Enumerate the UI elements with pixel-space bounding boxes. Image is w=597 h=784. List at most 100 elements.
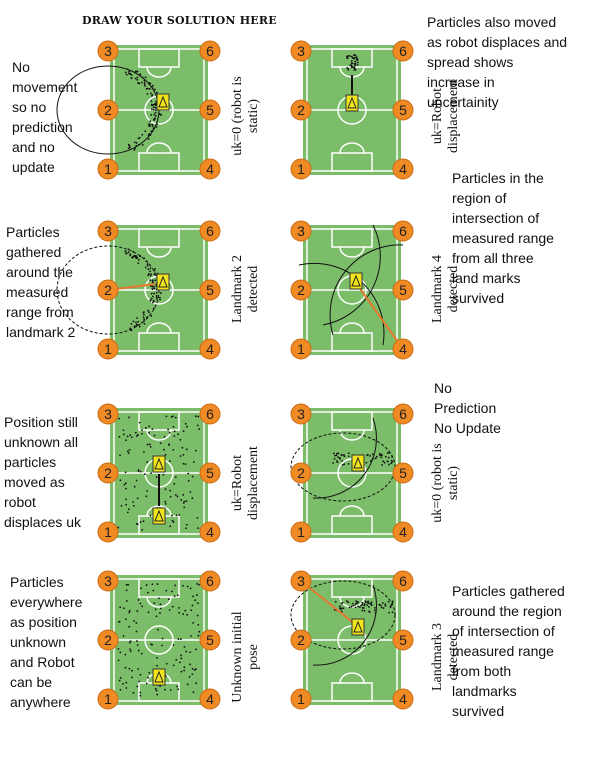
- landmark-4-label: 4: [206, 341, 214, 357]
- landmark-6-label: 6: [206, 43, 214, 59]
- particle: [149, 120, 152, 123]
- particle: [172, 664, 175, 667]
- particle: [348, 55, 351, 57]
- particle: [140, 652, 143, 655]
- particle: [131, 669, 133, 672]
- particle: [154, 109, 157, 112]
- particle: [349, 64, 352, 67]
- particle: [152, 128, 155, 130]
- particle: [159, 603, 162, 606]
- particle: [156, 583, 159, 585]
- particle: [340, 602, 343, 605]
- particle: [149, 92, 152, 95]
- particle: [154, 106, 157, 109]
- particle: [129, 254, 132, 257]
- particle: [119, 454, 121, 457]
- particle: [179, 638, 182, 641]
- landmark-1-label: 1: [104, 341, 112, 357]
- landmark-4-label: 4: [206, 691, 214, 707]
- particle: [341, 607, 343, 610]
- particle: [137, 649, 140, 652]
- particle: [124, 666, 127, 669]
- landmark-4-label: 4: [399, 341, 407, 357]
- particle: [149, 267, 152, 270]
- particle: [163, 448, 165, 451]
- particle: [354, 64, 357, 67]
- particle: [186, 613, 189, 616]
- particle: [159, 296, 161, 299]
- particle: [140, 81, 143, 84]
- particle: [347, 452, 350, 455]
- particle: [127, 251, 130, 254]
- particle: [337, 452, 340, 455]
- particle: [154, 111, 157, 114]
- landmark-4-marker: [392, 158, 414, 180]
- particle: [139, 691, 142, 694]
- particle: [366, 604, 369, 606]
- particle: [130, 436, 133, 439]
- particle: [148, 88, 151, 90]
- particle: [196, 614, 199, 617]
- particle: [353, 54, 356, 57]
- field-robot-displacement-1: 1 2 3 4 5 6: [97, 403, 221, 543]
- particle: [186, 425, 188, 428]
- particle: [354, 62, 357, 65]
- robot-heading: [158, 95, 168, 108]
- particle: [347, 462, 350, 465]
- particle: [172, 644, 175, 646]
- particle: [368, 606, 370, 608]
- goal-box-top: [331, 578, 373, 598]
- particle: [177, 688, 180, 691]
- particle: [341, 460, 344, 462]
- particle: [149, 279, 152, 282]
- particle: [133, 149, 136, 151]
- particle: [141, 143, 144, 146]
- particle: [129, 640, 132, 643]
- particle: [169, 460, 171, 463]
- particle: [129, 146, 131, 149]
- particle: [136, 78, 139, 81]
- particle: [155, 274, 157, 277]
- landmark-5-label: 5: [206, 282, 214, 298]
- field-unknown-pose: 1 2 3 4 5 6: [97, 570, 221, 710]
- particle: [169, 495, 172, 498]
- particle: [128, 508, 130, 510]
- landmark-4-label: 4: [399, 161, 407, 177]
- particle: [155, 296, 158, 299]
- particle: [378, 452, 381, 455]
- landmark-5-label: 5: [206, 632, 214, 648]
- particle: [137, 599, 140, 601]
- landmark-2-label: 2: [104, 465, 112, 481]
- particle: [172, 521, 175, 523]
- particle: [156, 123, 159, 126]
- particle: [176, 685, 179, 688]
- goal-arc-top: [339, 429, 365, 441]
- landmark-6-label: 6: [206, 406, 214, 422]
- particle: [124, 653, 127, 656]
- note-robot-displacement-1: Position still unknown all particles mov…: [4, 414, 82, 530]
- particle: [152, 589, 155, 592]
- particle: [180, 499, 183, 501]
- particle: [122, 635, 125, 637]
- landmark-4-marker: [392, 688, 414, 710]
- particle: [149, 299, 152, 302]
- landmark-5-label: 5: [399, 465, 407, 481]
- landmark-3-marker: [97, 40, 119, 62]
- particle: [124, 482, 127, 485]
- particle: [164, 502, 167, 505]
- particle: [178, 606, 180, 609]
- particle: [138, 421, 141, 424]
- particle: [332, 462, 335, 464]
- particle: [142, 313, 145, 316]
- goal-arc-top: [146, 246, 172, 258]
- note-robot-displacement-2: Particles also moved as robot displaces …: [427, 14, 568, 110]
- particle: [125, 600, 128, 602]
- particle: [136, 70, 139, 73]
- particle: [150, 472, 152, 475]
- landmark-6-label: 6: [399, 43, 407, 59]
- goal-box-bottom: [331, 152, 373, 172]
- particle: [148, 425, 151, 428]
- robot-heading: [154, 457, 164, 470]
- particle: [148, 432, 150, 434]
- particle: [173, 595, 176, 598]
